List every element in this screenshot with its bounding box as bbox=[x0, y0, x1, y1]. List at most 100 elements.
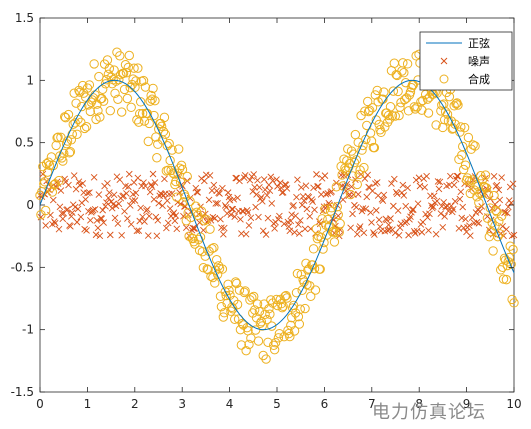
noise-point bbox=[258, 197, 266, 205]
noise-point bbox=[462, 215, 469, 223]
noise-point bbox=[57, 187, 65, 194]
noise-point bbox=[190, 225, 198, 232]
combined-point bbox=[346, 146, 357, 156]
combined-point bbox=[388, 86, 399, 96]
noise-series bbox=[36, 170, 518, 240]
combined-point bbox=[417, 105, 427, 115]
combined-point bbox=[216, 301, 227, 312]
noise-point bbox=[243, 206, 251, 214]
combined-point bbox=[261, 354, 271, 364]
combined-point bbox=[209, 242, 219, 253]
noise-point bbox=[152, 213, 160, 221]
noise-point bbox=[90, 173, 98, 181]
combined-point bbox=[488, 246, 498, 256]
noise-point bbox=[234, 194, 241, 202]
x-tick-label: 3 bbox=[178, 397, 186, 411]
noise-point bbox=[81, 225, 88, 233]
combined-point bbox=[115, 51, 125, 61]
noise-point bbox=[447, 172, 454, 180]
noise-point bbox=[172, 212, 180, 219]
combined-point bbox=[54, 175, 64, 186]
combined-point bbox=[308, 244, 319, 254]
combined-point bbox=[395, 102, 405, 112]
noise-point bbox=[373, 179, 381, 186]
noise-point bbox=[429, 203, 437, 210]
noise-point bbox=[258, 193, 265, 201]
combined-point bbox=[250, 325, 261, 335]
noise-point bbox=[311, 206, 318, 214]
noise-point bbox=[271, 225, 278, 232]
noise-point bbox=[456, 195, 464, 203]
combined-point bbox=[274, 328, 285, 339]
noise-point bbox=[442, 203, 449, 211]
noise-point bbox=[55, 225, 63, 233]
noise-point bbox=[498, 174, 505, 181]
noise-point bbox=[71, 203, 79, 211]
combined-point bbox=[459, 122, 470, 133]
combined-point bbox=[462, 173, 473, 183]
y-tick-label: 1.5 bbox=[15, 11, 34, 25]
noise-point bbox=[93, 217, 101, 224]
noise-point bbox=[37, 213, 45, 221]
noise-point bbox=[216, 190, 223, 197]
combined-point bbox=[205, 224, 215, 234]
combined-point bbox=[310, 285, 321, 295]
combined-point bbox=[268, 340, 279, 351]
noise-point bbox=[171, 217, 179, 225]
noise-point bbox=[124, 215, 131, 222]
combined-point bbox=[327, 227, 338, 237]
noise-point bbox=[274, 183, 281, 190]
noise-point bbox=[74, 205, 82, 213]
combined-point bbox=[265, 309, 275, 319]
combined-point bbox=[267, 321, 277, 331]
x-tick-label: 8 bbox=[415, 397, 423, 411]
combined-point bbox=[66, 135, 77, 145]
noise-point bbox=[315, 183, 322, 190]
noise-point bbox=[482, 175, 489, 182]
noise-point bbox=[108, 204, 116, 212]
combined-point bbox=[119, 84, 130, 95]
noise-point bbox=[256, 184, 263, 191]
combined-point bbox=[59, 148, 69, 159]
noise-point bbox=[145, 212, 153, 220]
noise-point bbox=[368, 219, 375, 226]
noise-point bbox=[303, 205, 311, 213]
combined-point bbox=[471, 179, 481, 190]
combined-point bbox=[344, 162, 354, 173]
combined-point bbox=[230, 277, 241, 287]
noise-point bbox=[86, 189, 93, 196]
combined-point bbox=[508, 244, 518, 255]
noise-point bbox=[148, 183, 156, 190]
noise-point bbox=[82, 196, 89, 203]
combined-point bbox=[100, 79, 111, 89]
combined-point bbox=[370, 90, 381, 100]
ticks-layer: 0 1 2 3 4 5 6 7 8 9 10 1.5 1 0.5 0 -0.5 -1 -1.5 bbox=[11, 11, 522, 411]
combined-point bbox=[75, 87, 85, 97]
noise-point bbox=[328, 188, 335, 195]
noise-point bbox=[502, 208, 509, 216]
combined-point bbox=[474, 197, 484, 208]
noise-point bbox=[68, 209, 76, 216]
noise-point bbox=[84, 189, 91, 197]
combined-point bbox=[72, 129, 82, 140]
noise-point bbox=[125, 170, 133, 178]
noise-point bbox=[127, 220, 135, 228]
noise-point bbox=[434, 178, 442, 185]
combined-point bbox=[335, 218, 345, 229]
combined-point bbox=[252, 299, 263, 309]
combined-point bbox=[156, 121, 167, 132]
noise-point bbox=[418, 228, 426, 236]
combined-point bbox=[231, 278, 242, 289]
combined-point bbox=[116, 107, 127, 117]
combined-point bbox=[234, 285, 245, 295]
noise-point bbox=[133, 227, 141, 235]
noise-point bbox=[250, 171, 258, 178]
noise-point bbox=[254, 177, 261, 184]
noise-point bbox=[168, 190, 176, 197]
combined-point bbox=[472, 192, 482, 202]
combined-point bbox=[289, 326, 300, 336]
noise-point bbox=[154, 217, 162, 224]
noise-point bbox=[379, 197, 387, 205]
noise-point bbox=[218, 224, 225, 231]
noise-point bbox=[306, 212, 314, 220]
